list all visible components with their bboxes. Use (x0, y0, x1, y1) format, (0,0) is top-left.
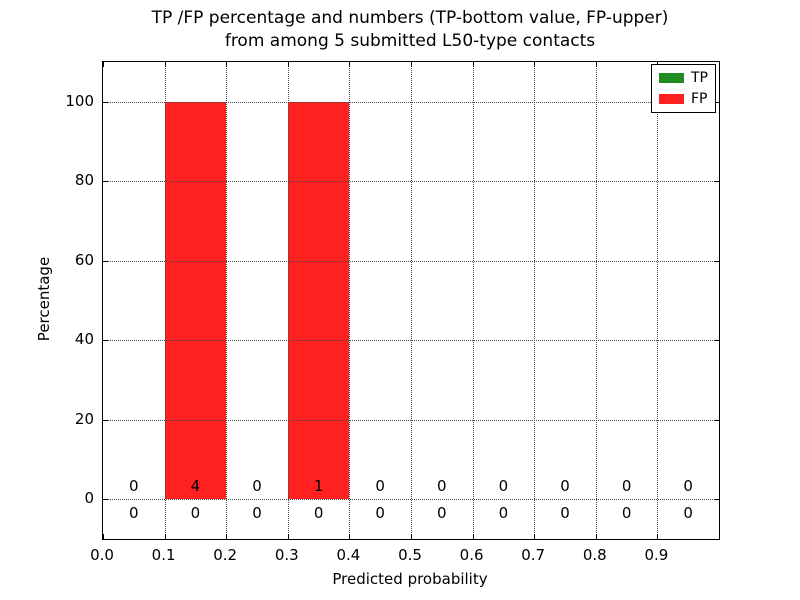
tp-count-label: 0 (375, 504, 385, 523)
gridline-vertical (226, 62, 228, 539)
plot-area: TP FP 0 0 4 0 0 0 1 0 0 0 0 0 0 0 0 0 0 0 0 0 (102, 61, 720, 540)
x-tick-mark-top (595, 62, 597, 67)
gridline-vertical (349, 62, 351, 539)
x-tick-mark-top (349, 62, 351, 67)
fp-count-label: 0 (252, 477, 262, 496)
x-tick-label: 0.0 (90, 546, 114, 564)
y-tick-mark-right (714, 260, 719, 262)
y-tick-mark-left (103, 419, 108, 421)
legend-entry-tp: TP (659, 71, 708, 85)
x-tick-label: 0.4 (336, 546, 361, 564)
chart-title-line2: from among 5 submitted L50-type contacts (224, 31, 596, 51)
fp-count-label: 1 (313, 477, 324, 496)
fp-count-label: 0 (437, 477, 447, 496)
gridline-vertical (411, 62, 412, 539)
x-tick-mark-bottom (411, 534, 412, 539)
chart-title: TP /FP percentage and numbers (TP-bottom… (102, 7, 718, 53)
x-tick-label: 0.5 (398, 546, 422, 564)
x-tick-mark-top (411, 62, 412, 67)
x-tick-mark-bottom (534, 534, 536, 539)
x-tick-mark-top (534, 62, 536, 67)
gridline-vertical (164, 62, 166, 539)
y-tick-mark-right (714, 181, 719, 183)
x-tick-mark-bottom (472, 534, 474, 539)
y-tick-mark-left (103, 181, 108, 183)
y-tick-label: 20 (74, 409, 94, 428)
x-tick-mark-bottom (287, 534, 289, 539)
x-axis-label: Predicted probability (332, 570, 488, 588)
x-tick-mark-top (103, 62, 104, 67)
gridline-vertical (287, 62, 289, 539)
y-tick-label: 0 (84, 489, 94, 508)
legend-label-tp: TP (691, 70, 708, 86)
fp-count-label: 0 (129, 477, 139, 496)
gridline-vertical (595, 62, 597, 539)
y-tick-label: 100 (65, 91, 94, 110)
y-tick-mark-right (714, 419, 719, 421)
x-tick-mark-top (226, 62, 228, 67)
y-tick-mark-left (103, 499, 108, 501)
x-tick-label: 0.6 (459, 546, 484, 564)
y-tick-mark-right (714, 340, 719, 342)
gridline-vertical (534, 62, 536, 539)
fp-count-label: 0 (560, 477, 570, 496)
legend-label-fp: FP (691, 91, 708, 107)
bar-fp-bin-1 (164, 101, 227, 500)
tp-count-label: 0 (252, 504, 262, 523)
x-tick-mark-top (287, 62, 289, 67)
x-tick-label: 0.9 (644, 546, 669, 564)
x-tick-mark-bottom (226, 534, 228, 539)
x-tick-label: 0.3 (274, 546, 299, 564)
gridline-vertical (472, 62, 474, 539)
x-tick-label: 0.2 (213, 546, 238, 564)
tp-count-label: 0 (129, 504, 139, 523)
y-tick-label: 60 (74, 250, 94, 269)
legend-entry-fp: FP (659, 92, 708, 106)
tp-count-label: 0 (190, 504, 201, 523)
fp-count-label: 0 (375, 477, 385, 496)
x-tick-mark-bottom (103, 534, 104, 539)
tp-count-label: 0 (683, 504, 693, 523)
tp-count-label: 0 (498, 504, 509, 523)
y-tick-mark-right (714, 499, 719, 501)
x-tick-mark-bottom (595, 534, 597, 539)
y-tick-label: 80 (74, 171, 94, 190)
fp-count-label: 4 (190, 477, 201, 496)
legend-swatch-fp (659, 94, 684, 104)
x-tick-label: 0.1 (151, 546, 176, 564)
y-tick-label: 40 (74, 330, 94, 349)
x-tick-mark-top (164, 62, 166, 67)
x-tick-label: 0.8 (582, 546, 607, 564)
fp-count-label: 0 (683, 477, 693, 496)
tp-count-label: 0 (560, 504, 570, 523)
fp-count-label: 0 (498, 477, 509, 496)
x-tick-mark-top (472, 62, 474, 67)
x-tick-mark-bottom (164, 534, 166, 539)
tp-count-label: 0 (313, 504, 324, 523)
y-tick-mark-left (103, 260, 108, 262)
x-tick-mark-bottom (657, 534, 659, 539)
x-tick-label: 0.7 (521, 546, 546, 564)
y-tick-mark-left (103, 340, 108, 342)
fp-count-label: 0 (621, 477, 632, 496)
y-tick-mark-left (103, 101, 108, 103)
legend-swatch-tp (659, 73, 684, 83)
tp-count-label: 0 (437, 504, 447, 523)
legend: TP FP (651, 64, 716, 113)
tp-count-label: 0 (621, 504, 632, 523)
x-tick-mark-bottom (349, 534, 351, 539)
chart-title-line1: TP /FP percentage and numbers (TP-bottom… (151, 8, 669, 28)
bar-fp-bin-3 (287, 101, 350, 500)
y-tick-mark-right (714, 101, 719, 103)
gridline-vertical (657, 62, 659, 539)
